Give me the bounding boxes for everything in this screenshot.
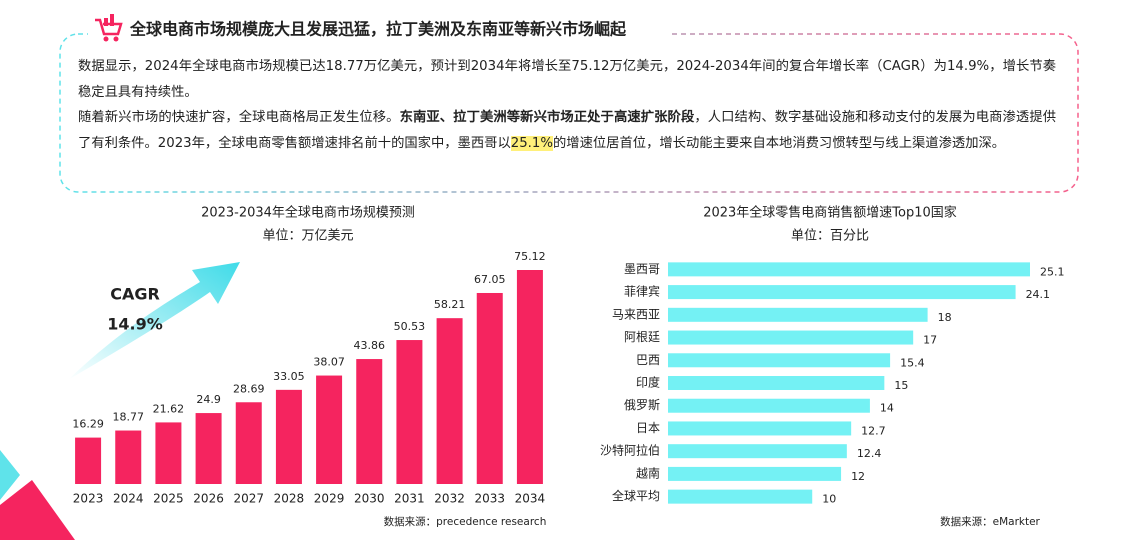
value-label: 17	[923, 334, 937, 347]
annotation-label: CAGR	[110, 285, 160, 304]
text: ，人口结构、数字基础设施和移动支付的发展为电商渗透提供了有利条件。2023年，全…	[78, 110, 1057, 151]
chart-subtitle: 单位：百分比	[791, 229, 869, 244]
value-label: 12.7	[861, 424, 886, 437]
y-tick-label: 巴西	[636, 353, 660, 367]
chart-title: 2023年全球零售电商销售额增速Top10国家	[703, 205, 957, 221]
bar	[235, 402, 262, 484]
x-tick-label: 2026	[193, 492, 224, 506]
bar	[668, 376, 885, 390]
value-label: 12.4	[857, 447, 882, 460]
y-tick-label: 墨西哥	[624, 262, 660, 276]
text: 的增速位居首位，增长动能主要来自本地消费习惯转型与线上渠道渗透加深。	[553, 135, 1006, 151]
bar	[396, 340, 423, 484]
cart-icon	[95, 14, 123, 42]
x-tick-label: 2032	[434, 492, 465, 506]
bar	[668, 262, 1030, 277]
value-label: 67.05	[474, 273, 506, 286]
growth-arrow	[68, 262, 240, 380]
bar	[668, 489, 813, 504]
corner-deco	[0, 480, 75, 540]
x-tick-label: 2030	[354, 492, 385, 506]
bar	[668, 353, 891, 368]
bar	[275, 389, 302, 484]
source-note: 数据来源：eMarkter	[940, 515, 1040, 528]
x-tick-label: 2024	[113, 492, 144, 506]
bar	[668, 398, 870, 413]
y-tick-label: 越南	[636, 465, 660, 480]
y-tick-label: 全球平均	[612, 488, 660, 503]
bar	[668, 330, 914, 345]
value-label: 25.1	[1040, 265, 1065, 278]
value-label: 14	[880, 402, 894, 415]
bar	[668, 421, 852, 436]
x-tick-label: 2033	[474, 492, 505, 506]
y-tick-label: 印度	[636, 375, 660, 390]
value-label: 12	[851, 470, 865, 483]
value-label: 28.69	[233, 382, 265, 395]
value-label: 50.53	[394, 320, 426, 333]
y-tick-label: 阿根廷	[624, 330, 660, 344]
bar	[476, 292, 503, 484]
value-label: 18	[938, 311, 952, 324]
highlight: 25.1%	[510, 135, 553, 151]
value-label: 21.62	[153, 402, 185, 415]
bar	[356, 359, 383, 484]
y-tick-label: 菲律宾	[624, 284, 660, 299]
value-label: 43.86	[354, 339, 386, 352]
bar	[155, 422, 182, 484]
x-tick-label: 2023	[73, 492, 104, 506]
x-tick-label: 2031	[394, 492, 425, 506]
corner-deco	[0, 450, 20, 500]
bar	[668, 285, 1016, 300]
value-label: 24.9	[196, 393, 221, 406]
value-label: 24.1	[1026, 288, 1051, 301]
value-label: 33.05	[273, 370, 305, 383]
paragraph: 数据显示，2024年全球电商市场规模已达18.77万亿美元，预计到2034年将增…	[78, 54, 1056, 105]
y-tick-label: 日本	[636, 421, 660, 435]
chart-title: 2023-2034年全球电商市场规模预测	[201, 205, 415, 221]
title-backdrop	[88, 16, 668, 46]
x-tick-label: 2034	[515, 492, 546, 506]
bar	[668, 307, 928, 322]
page-title: 全球电商市场规模庞大且发展迅猛，拉丁美洲及东南亚等新兴市场崛起	[129, 20, 627, 39]
bold-text: 东南亚、拉丁美洲等新兴市场正处于高速扩张阶段	[399, 110, 695, 126]
y-tick-label: 马来西亚	[612, 307, 660, 321]
bar	[115, 430, 142, 484]
bar	[75, 437, 102, 484]
y-tick-label: 俄罗斯	[624, 398, 660, 412]
text: 数据显示，2024年全球电商市场规模已达18.77万亿美元，预计到2034年将增…	[78, 59, 1056, 100]
value-label: 10	[822, 493, 836, 506]
bar	[668, 466, 842, 481]
value-label: 58.21	[434, 298, 466, 311]
source-note: 数据来源：precedence research	[384, 515, 547, 528]
chart-subtitle: 单位：万亿美元	[262, 229, 353, 244]
value-label: 15.4	[900, 356, 925, 369]
value-label: 18.77	[113, 411, 145, 424]
body-text: 数据显示，2024年全球电商市场规模已达18.77万亿美元，预计到2034年将增…	[78, 54, 1056, 156]
bar	[195, 413, 222, 484]
value-label: 38.07	[313, 356, 345, 369]
value-label: 16.29	[72, 418, 104, 431]
y-tick-label: 沙特阿拉伯	[600, 443, 660, 458]
bar	[436, 318, 463, 484]
annotation-value: 14.9%	[107, 315, 163, 334]
bar	[516, 270, 543, 484]
x-tick-label: 2027	[233, 492, 264, 506]
text: 随着新兴市场的快速扩容，全球电商格局正发生位移。	[78, 110, 400, 126]
x-tick-label: 2029	[314, 492, 345, 506]
value-label: 15	[894, 379, 908, 392]
x-tick-label: 2025	[153, 492, 184, 506]
bar	[668, 444, 847, 459]
value-label: 75.12	[514, 250, 546, 263]
bar	[316, 375, 343, 484]
x-tick-label: 2028	[274, 492, 305, 506]
paragraph: 随着新兴市场的快速扩容，全球电商格局正发生位移。东南亚、拉丁美洲等新兴市场正处于…	[78, 105, 1056, 156]
